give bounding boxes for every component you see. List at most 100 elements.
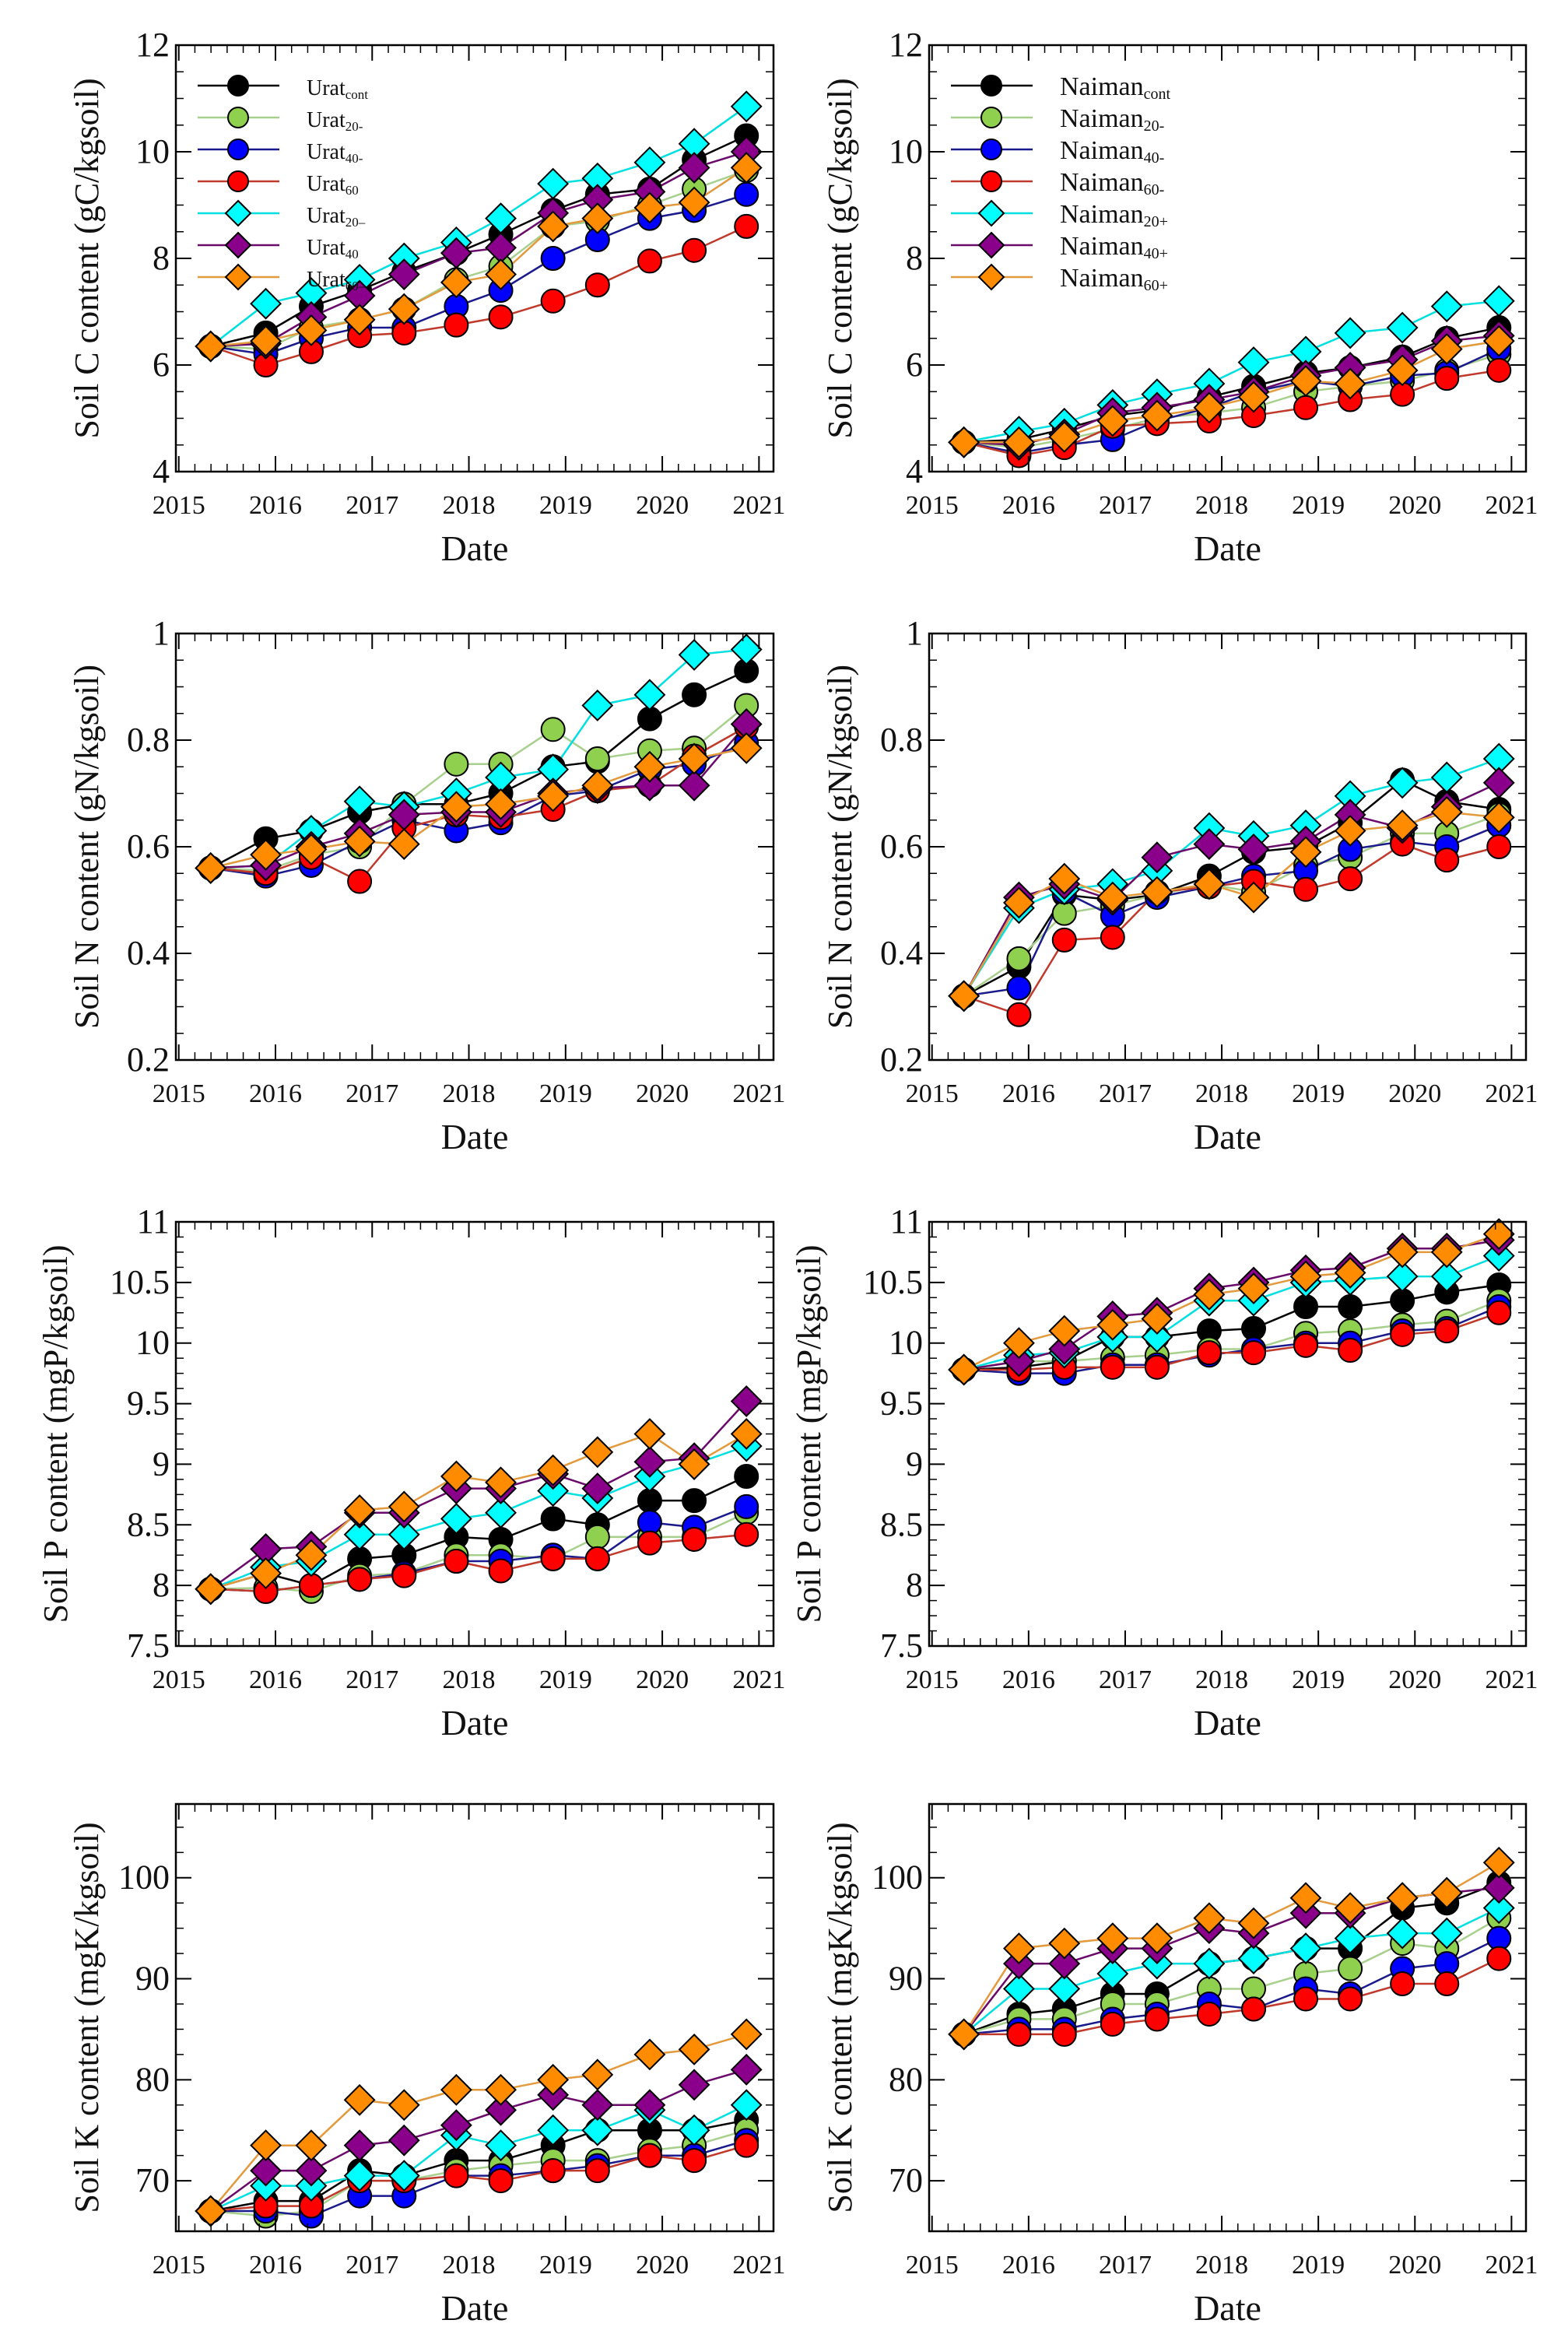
data-point: [388, 2124, 420, 2157]
x-tick-label: 2021: [732, 2251, 785, 2280]
legend-label: Naiman20+: [1060, 200, 1168, 230]
x-tick-label: 2016: [1002, 1079, 1055, 1108]
series-line-6: [963, 335, 1500, 447]
data-point: [633, 2038, 666, 2071]
y-tick-label: 9: [906, 1444, 923, 1483]
y-axis-label: Soil P content (mgP/kgsoil): [790, 1244, 828, 1623]
x-axis-label: Date: [1194, 2288, 1261, 2328]
series-line-1: [210, 135, 747, 348]
legend-label: Urat40-: [307, 140, 363, 166]
y-tick-label: 12: [889, 26, 923, 64]
data-point: [540, 1546, 566, 1571]
legend-subscript: 60-: [1144, 181, 1165, 198]
data-point: [1006, 1002, 1032, 1027]
data-point: [388, 2160, 420, 2192]
legend-subscript: 60+: [1144, 277, 1168, 294]
series-line-1: [963, 326, 1500, 444]
data-point: [584, 1524, 610, 1550]
data-point: [1482, 1892, 1515, 1925]
data-point: [633, 769, 666, 802]
y-tick-label: 10.5: [110, 1263, 170, 1301]
legend: Uratcont Urat20- Urat40- Urat60 Urat20– Urat4…: [198, 75, 368, 293]
x-tick-label: 2017: [346, 1665, 398, 1694]
data-point: [1051, 2021, 1077, 2047]
data-point: [485, 2073, 517, 2106]
data-point: [734, 1493, 759, 1519]
panel-2: 2015 2016 2017 2018 2019 2020 2021 Date 4 6 8 10 12 S…: [821, 26, 1538, 568]
y-tick-label: 8.5: [880, 1505, 923, 1543]
legend-subscript: 40-: [1144, 149, 1165, 167]
legend-label: Uratcont: [307, 76, 368, 102]
data-point: [682, 237, 707, 263]
y-tick-label: 90: [889, 1960, 923, 1998]
x-tick-label: 2021: [732, 1079, 785, 1108]
legend-label: Naiman40-: [1060, 136, 1164, 167]
y-tick-label: 11: [890, 1202, 923, 1241]
legend-label: Naiman60+: [1060, 264, 1168, 294]
data-point: [540, 717, 566, 742]
data-point: [537, 2114, 570, 2146]
data-point: [1386, 1882, 1419, 1915]
y-tick-label: 10.5: [863, 1263, 923, 1301]
data-point: [440, 791, 472, 823]
data-point: [1048, 862, 1081, 895]
data-point: [343, 785, 376, 818]
y-tick-label: 1: [153, 614, 170, 652]
x-tick-label: 2015: [906, 1665, 959, 1694]
y-tick-label: 6: [153, 346, 170, 384]
legend-marker: [977, 263, 1005, 291]
x-tick-label: 2018: [443, 1665, 496, 1694]
x-tick-label: 2021: [732, 491, 785, 520]
series-line-3: [963, 348, 1500, 455]
y-tick-label: 0.8: [880, 721, 923, 759]
data-point: [1237, 1272, 1270, 1305]
x-tick-label: 2021: [1485, 491, 1538, 520]
data-point: [1293, 1332, 1319, 1358]
data-point: [537, 1475, 570, 1507]
data-point: [250, 2154, 282, 2187]
x-tick-label: 2017: [1099, 2251, 1152, 2280]
y-tick-label: 0.8: [127, 721, 170, 759]
y-tick-label: 70: [889, 2161, 923, 2199]
data-point: [485, 1497, 517, 1529]
legend-item: Urat20-: [198, 107, 363, 134]
y-axis-label: Soil K content (mgK/kgsoil): [821, 1822, 859, 2213]
x-tick-label: 2017: [346, 491, 398, 520]
x-tick-label: 2019: [539, 491, 592, 520]
data-point: [343, 304, 376, 336]
x-tick-label: 2016: [1002, 1665, 1055, 1694]
data-point: [537, 2063, 570, 2096]
data-point: [1237, 834, 1270, 865]
x-tick-label: 2020: [1388, 2251, 1441, 2280]
y-tick-label: 80: [135, 2060, 170, 2098]
x-tick-label: 2018: [443, 1079, 496, 1108]
x-tick-label: 2019: [1292, 491, 1345, 520]
series-line-3: [963, 824, 1500, 998]
data-point: [1482, 1218, 1515, 1250]
data-point: [250, 1557, 282, 1589]
data-point: [682, 2148, 707, 2174]
series-line-5: [209, 105, 747, 347]
data-point: [485, 1466, 517, 1499]
x-tick-label: 2016: [249, 2251, 302, 2280]
legend-label: Naiman40+: [1060, 232, 1168, 262]
x-tick-label: 2016: [1002, 2251, 1055, 2280]
y-tick-label: 100: [118, 1858, 170, 1897]
y-tick-label: 90: [135, 1960, 170, 1998]
series-line-7: [210, 747, 747, 869]
data-point: [250, 838, 282, 871]
series-line-5: [963, 300, 1500, 444]
data-point: [1430, 290, 1463, 323]
x-tick-label: 2015: [153, 2251, 205, 2280]
data-point: [1289, 365, 1322, 397]
y-tick-label: 8: [906, 239, 923, 277]
x-tick-label: 2017: [1099, 491, 1152, 520]
data-point: [678, 638, 710, 671]
x-tick-label: 2019: [1292, 1665, 1345, 1694]
data-point: [1141, 1922, 1173, 1955]
data-point: [444, 751, 469, 777]
data-point: [444, 312, 469, 338]
data-point: [1334, 1892, 1366, 1925]
data-point: [388, 2089, 420, 2122]
x-tick-label: 2018: [1195, 491, 1248, 520]
